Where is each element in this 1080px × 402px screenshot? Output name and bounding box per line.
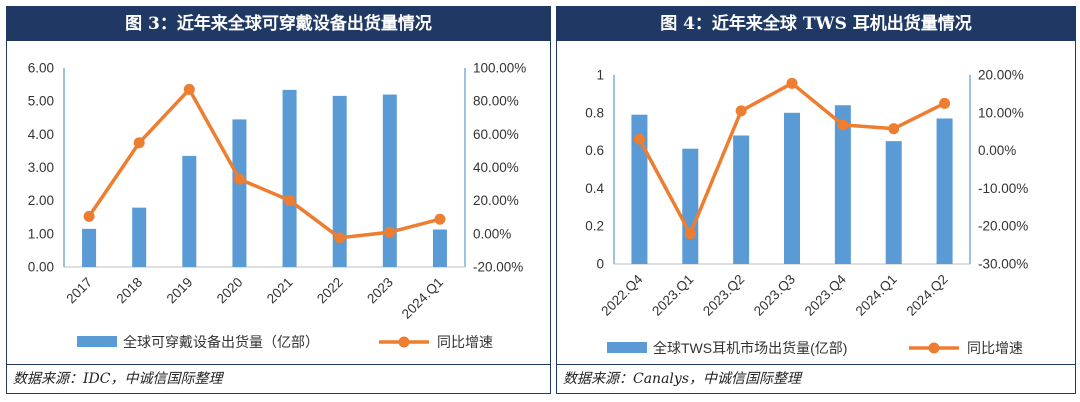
chart-title: 图 4：近年来全球 TWS 耳机出货量情况 (557, 7, 1075, 41)
right-axis-tick-label: 0.00% (978, 143, 1016, 158)
growth-rate-point (939, 97, 951, 109)
x-axis-tick-label: 2017 (63, 275, 95, 307)
x-axis-tick-label: 2022.Q4 (598, 271, 646, 319)
right-axis-tick-label: -30.00% (978, 257, 1028, 272)
growth-rate-point (434, 213, 446, 225)
right-axis-tick-label: 80.00% (473, 94, 519, 109)
right-axis-tick-label: 20.00% (978, 68, 1024, 83)
x-axis-tick-label: 2021 (264, 275, 296, 307)
right-axis-tick-label: 20.00% (473, 193, 519, 208)
growth-rate-point (684, 228, 696, 240)
left-axis-tick-label: 6.00 (28, 61, 54, 76)
right-axis-tick-label: -10.00% (978, 181, 1028, 196)
growth-rate-point (334, 232, 346, 244)
right-axis-tick-label: -20.00% (978, 219, 1028, 234)
left-axis-tick-label: 0.00 (28, 260, 54, 275)
left-axis-tick-label: 3.00 (28, 160, 54, 175)
tws-earphone-shipment-chart: 0 0.2 0.4 0.6 0.8 1 -30.00% -20.00% -10.00% 0.00%… (585, 68, 1028, 357)
legend-line-label: 同比增速 (437, 334, 493, 350)
x-axis-tick-label: 2019 (164, 275, 196, 307)
bar (432, 229, 447, 267)
legend-bar-swatch (77, 336, 117, 347)
growth-rate-point (786, 77, 798, 89)
right-axis-tick-label: 60.00% (473, 127, 519, 142)
bar (382, 94, 397, 268)
right-axis-tick-label: 0.00% (473, 226, 511, 241)
right-chart-panel: 图 4：近年来全球 TWS 耳机出货量情况 0 0.2 0.4 0.6 0.8 1 -30.… (556, 6, 1076, 394)
growth-rate-point (83, 210, 95, 222)
left-axis-tick-label: 0 (596, 257, 604, 272)
wearables-shipment-chart: 0.00 1.00 2.00 3.00 4.00 5.00 6.00 -20.00% 0.00%… (28, 61, 527, 351)
bar (132, 207, 147, 267)
x-axis-tick-label: 2024.Q1 (853, 272, 900, 319)
bar (936, 118, 953, 264)
x-axis-tick-label: 2024.Q2 (903, 272, 950, 319)
bar (332, 95, 347, 267)
left-axis-tick-label: 0.8 (585, 105, 604, 120)
bar (182, 155, 197, 267)
growth-rate-point (133, 137, 145, 149)
x-axis-tick-label: 2022 (314, 275, 346, 307)
legend-bar-label: 全球TWS耳机市场出货量(亿部) (653, 340, 847, 356)
left-axis-tick-label: 5.00 (28, 94, 54, 109)
left-axis-tick-label: 1 (596, 68, 604, 83)
growth-rate-line (87, 87, 441, 240)
x-axis-tick-label: 2023.Q1 (649, 272, 696, 319)
x-axis-tick-label: 2024.Q1 (399, 275, 446, 322)
right-axis-tick-label: -20.00% (473, 260, 523, 275)
x-axis-tick-label: 2020 (214, 275, 246, 307)
growth-rate-point (837, 119, 849, 131)
growth-rate-point (633, 133, 645, 145)
x-axis-tick-label: 2023 (364, 275, 396, 307)
right-axis-tick-label: 10.00% (978, 105, 1024, 120)
bar (682, 148, 699, 264)
growth-rate-point (183, 83, 195, 95)
growth-rate-point (233, 173, 245, 185)
chart-title: 图 3：近年来全球可穿戴设备出货量情况 (7, 7, 550, 41)
left-axis-tick-label: 1.00 (28, 226, 54, 241)
data-source-note: 数据来源：IDC，中诚信国际整理 (7, 364, 550, 393)
right-axis-tick-label: 40.00% (473, 160, 519, 175)
growth-rate-point (888, 123, 900, 135)
legend-line-label: 同比增速 (967, 340, 1023, 356)
x-axis-tick-label: 2023.Q3 (751, 272, 798, 319)
legend-line-marker (928, 342, 940, 354)
bar (82, 228, 97, 267)
data-source-note: 数据来源：Canalys，中诚信国际整理 (557, 364, 1075, 393)
bar (733, 135, 750, 264)
left-axis-tick-label: 0.2 (585, 219, 604, 234)
bar (834, 105, 851, 265)
growth-rate-point (384, 226, 396, 238)
left-axis-tick-label: 0.4 (585, 181, 604, 196)
growth-rate-point (284, 194, 296, 206)
bar (282, 89, 297, 267)
bar (631, 114, 648, 264)
x-axis-tick-label: 2023.Q2 (700, 272, 747, 319)
left-chart-panel: 图 3：近年来全球可穿戴设备出货量情况 0.00 1.00 2.00 3.00 4.00… (6, 6, 551, 394)
legend-bar-label: 全球可穿戴设备出货量（亿部） (123, 334, 319, 350)
left-axis-tick-label: 2.00 (28, 193, 54, 208)
bar (885, 141, 902, 264)
x-axis-tick-label: 2023.Q4 (802, 271, 850, 319)
growth-rate-point (735, 105, 747, 117)
left-axis-tick-label: 4.00 (28, 127, 54, 142)
legend-line-marker (398, 336, 410, 348)
bar (784, 112, 800, 264)
left-axis-tick-label: 0.6 (585, 143, 604, 158)
bar (232, 119, 247, 268)
right-axis-tick-label: 100.00% (473, 61, 526, 76)
legend-bar-swatch (607, 342, 647, 353)
x-axis-tick-label: 2018 (113, 275, 145, 307)
